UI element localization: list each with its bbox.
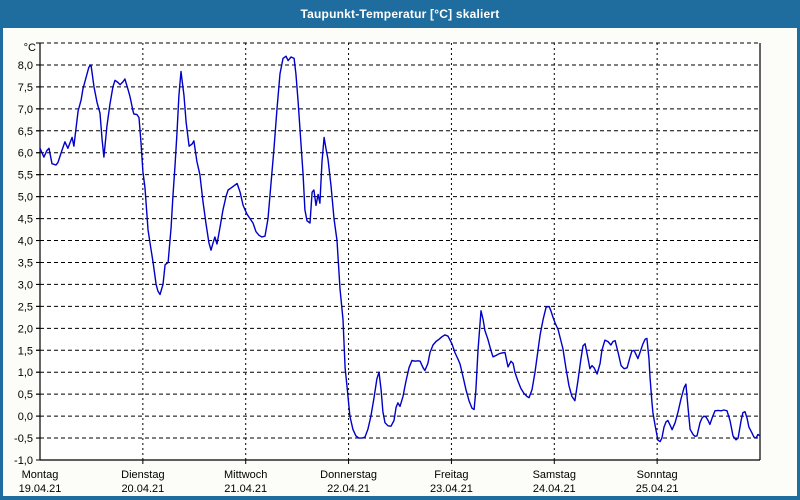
x-date-label: 25.04.21 [636, 483, 679, 495]
title-bar: Taupunkt-Temperatur [°C] skaliert [3, 0, 797, 28]
y-tick-label: 2,5 [18, 301, 33, 313]
y-tick-label: 3,5 [18, 257, 33, 269]
x-day-label: Freitag [434, 469, 468, 481]
x-date-label: 22.04.21 [327, 483, 370, 495]
y-tick-label: -0,5 [14, 433, 33, 445]
y-tick-label: 7,0 [18, 104, 33, 116]
chart-title: Taupunkt-Temperatur [°C] skaliert [300, 7, 500, 21]
y-axis-unit-label: °C [24, 42, 36, 54]
y-tick-label: 1,5 [18, 345, 33, 357]
x-day-label: Mittwoch [224, 469, 267, 481]
x-date-label: 23.04.21 [430, 483, 473, 495]
x-day-label: Samstag [533, 469, 576, 481]
y-axis-labels: 8,0 7,5 7,0 6,5 6,0 5,5 5,0 4,5 4,0 3,5 3,0 2,5 2,0 1… [14, 42, 40, 467]
y-tick-label: 1,0 [18, 367, 33, 379]
x-date-label: 19.04.21 [19, 483, 62, 495]
gridlines [40, 42, 760, 464]
axes [39, 43, 761, 461]
temperature-line [39, 55, 761, 443]
x-date-label: 21.04.21 [224, 483, 267, 495]
x-day-label: Dienstag [121, 469, 164, 481]
y-tick-label: 3,0 [18, 279, 33, 291]
plot-background [40, 43, 760, 460]
y-tick-label: 6,0 [18, 148, 33, 160]
y-tick-label: 4,0 [18, 236, 33, 248]
y-tick-label: 0,5 [18, 389, 33, 401]
y-tick-label: 7,5 [18, 82, 33, 94]
x-axis-labels: Montag 19.04.21 Dienstag 20.04.21 Mittwoch 21… [19, 469, 679, 495]
y-tick-label: 2,0 [18, 323, 33, 335]
y-tick-label: 5,0 [18, 192, 33, 204]
x-day-label: Sonntag [637, 469, 678, 481]
y-tick-label: -1,0 [14, 455, 33, 467]
y-tick-label: 8,0 [18, 60, 33, 72]
x-day-label: Montag [22, 469, 59, 481]
x-date-label: 20.04.21 [121, 483, 164, 495]
y-tick-label: 6,5 [18, 126, 33, 138]
y-tick-label: 4,5 [18, 214, 33, 226]
x-date-label: 24.04.21 [533, 483, 576, 495]
y-tick-label: 5,5 [18, 170, 33, 182]
y-tick-label: 0,0 [18, 411, 33, 423]
x-day-label: Donnerstag [320, 469, 377, 481]
